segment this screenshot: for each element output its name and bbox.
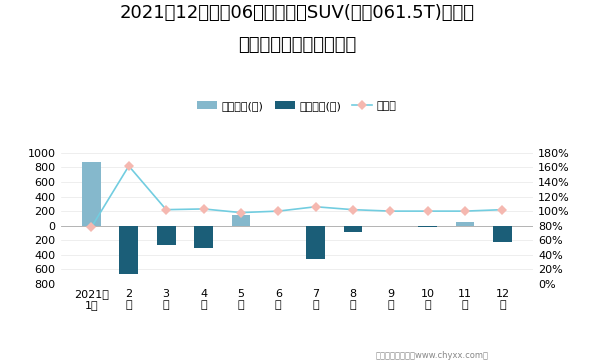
产销率 <box>499 207 506 212</box>
产销率 <box>387 209 394 213</box>
Text: 制图：智研咨询（www.chyxx.com）: 制图：智研咨询（www.chyxx.com） <box>376 351 488 360</box>
产销率 <box>461 209 468 213</box>
产销率 <box>88 225 95 229</box>
Bar <box>306 226 325 259</box>
Legend: 积压库存(辆), 清仓库存(辆), 产销率: 积压库存(辆), 清仓库存(辆), 产销率 <box>193 96 401 115</box>
Bar <box>194 226 213 248</box>
Bar <box>82 162 101 226</box>
Line: 产销率: 产销率 <box>88 162 506 231</box>
Bar <box>119 226 138 274</box>
Bar <box>493 226 512 242</box>
Bar <box>157 226 176 245</box>
Text: 2021年12月领克06旗下最畅销SUV(领克061.5T)近一年: 2021年12月领克06旗下最畅销SUV(领克061.5T)近一年 <box>119 4 474 21</box>
产销率 <box>238 210 245 215</box>
产销率 <box>275 209 282 213</box>
Bar <box>418 226 437 227</box>
Bar <box>344 226 362 232</box>
Bar <box>456 222 474 226</box>
Text: 库存情况及产销率统计图: 库存情况及产销率统计图 <box>238 36 356 54</box>
产销率 <box>200 207 207 211</box>
产销率 <box>312 205 319 209</box>
产销率 <box>424 209 431 213</box>
产销率 <box>125 164 133 168</box>
产销率 <box>349 207 356 212</box>
产销率 <box>162 207 170 212</box>
Bar <box>231 215 250 226</box>
